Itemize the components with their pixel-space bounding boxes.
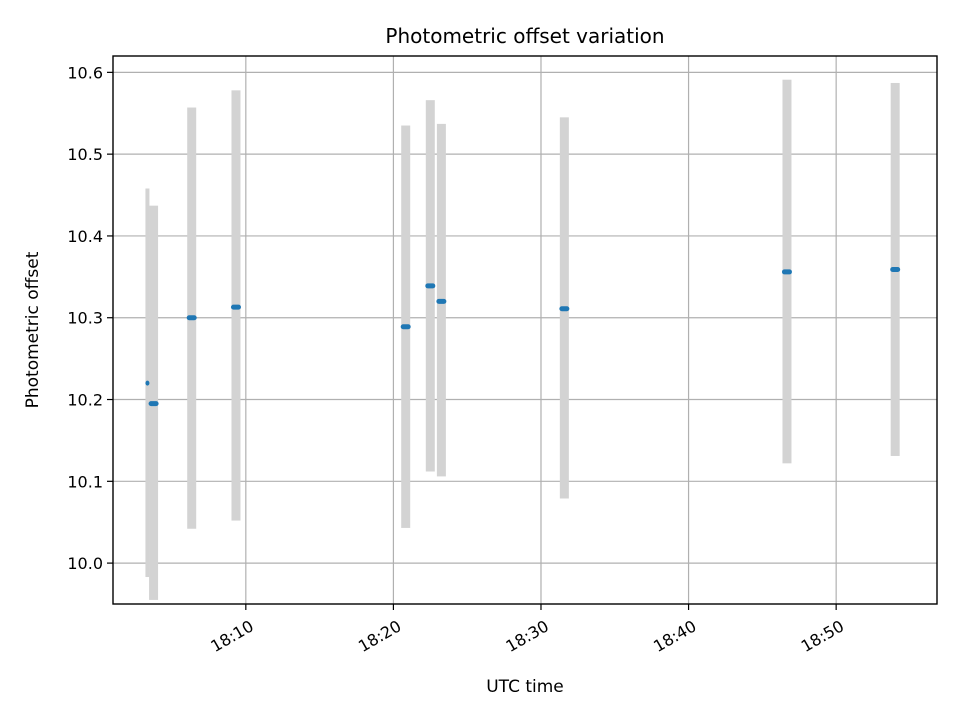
- y-tick-label-4: 10.4: [67, 227, 103, 246]
- data-point-0: [145, 380, 150, 386]
- data-point-6: [436, 298, 447, 304]
- data-point-2: [186, 315, 197, 321]
- data-point-5: [425, 283, 436, 289]
- data-point-3: [230, 304, 241, 310]
- y-tick-label-6: 10.6: [67, 63, 103, 82]
- y-tick-label-5: 10.5: [67, 145, 103, 164]
- y-tick-label-0: 10.0: [67, 554, 103, 573]
- y-tick-label-2: 10.2: [67, 391, 103, 410]
- y-tick-label-1: 10.1: [67, 472, 103, 491]
- plot-frame: [112, 55, 938, 605]
- data-point-7: [559, 306, 570, 312]
- y-tick-label-3: 10.3: [67, 309, 103, 328]
- data-point-4: [400, 324, 411, 330]
- chart-title: Photometric offset variation: [385, 24, 664, 48]
- data-point-1: [148, 401, 159, 407]
- grid-lines: [113, 56, 937, 604]
- data-point-9: [890, 266, 901, 272]
- data-point-8: [781, 269, 792, 275]
- x-axis-label: UTC time: [486, 677, 564, 697]
- data-points: [145, 266, 901, 407]
- y-axis-label: Photometric offset: [23, 251, 43, 408]
